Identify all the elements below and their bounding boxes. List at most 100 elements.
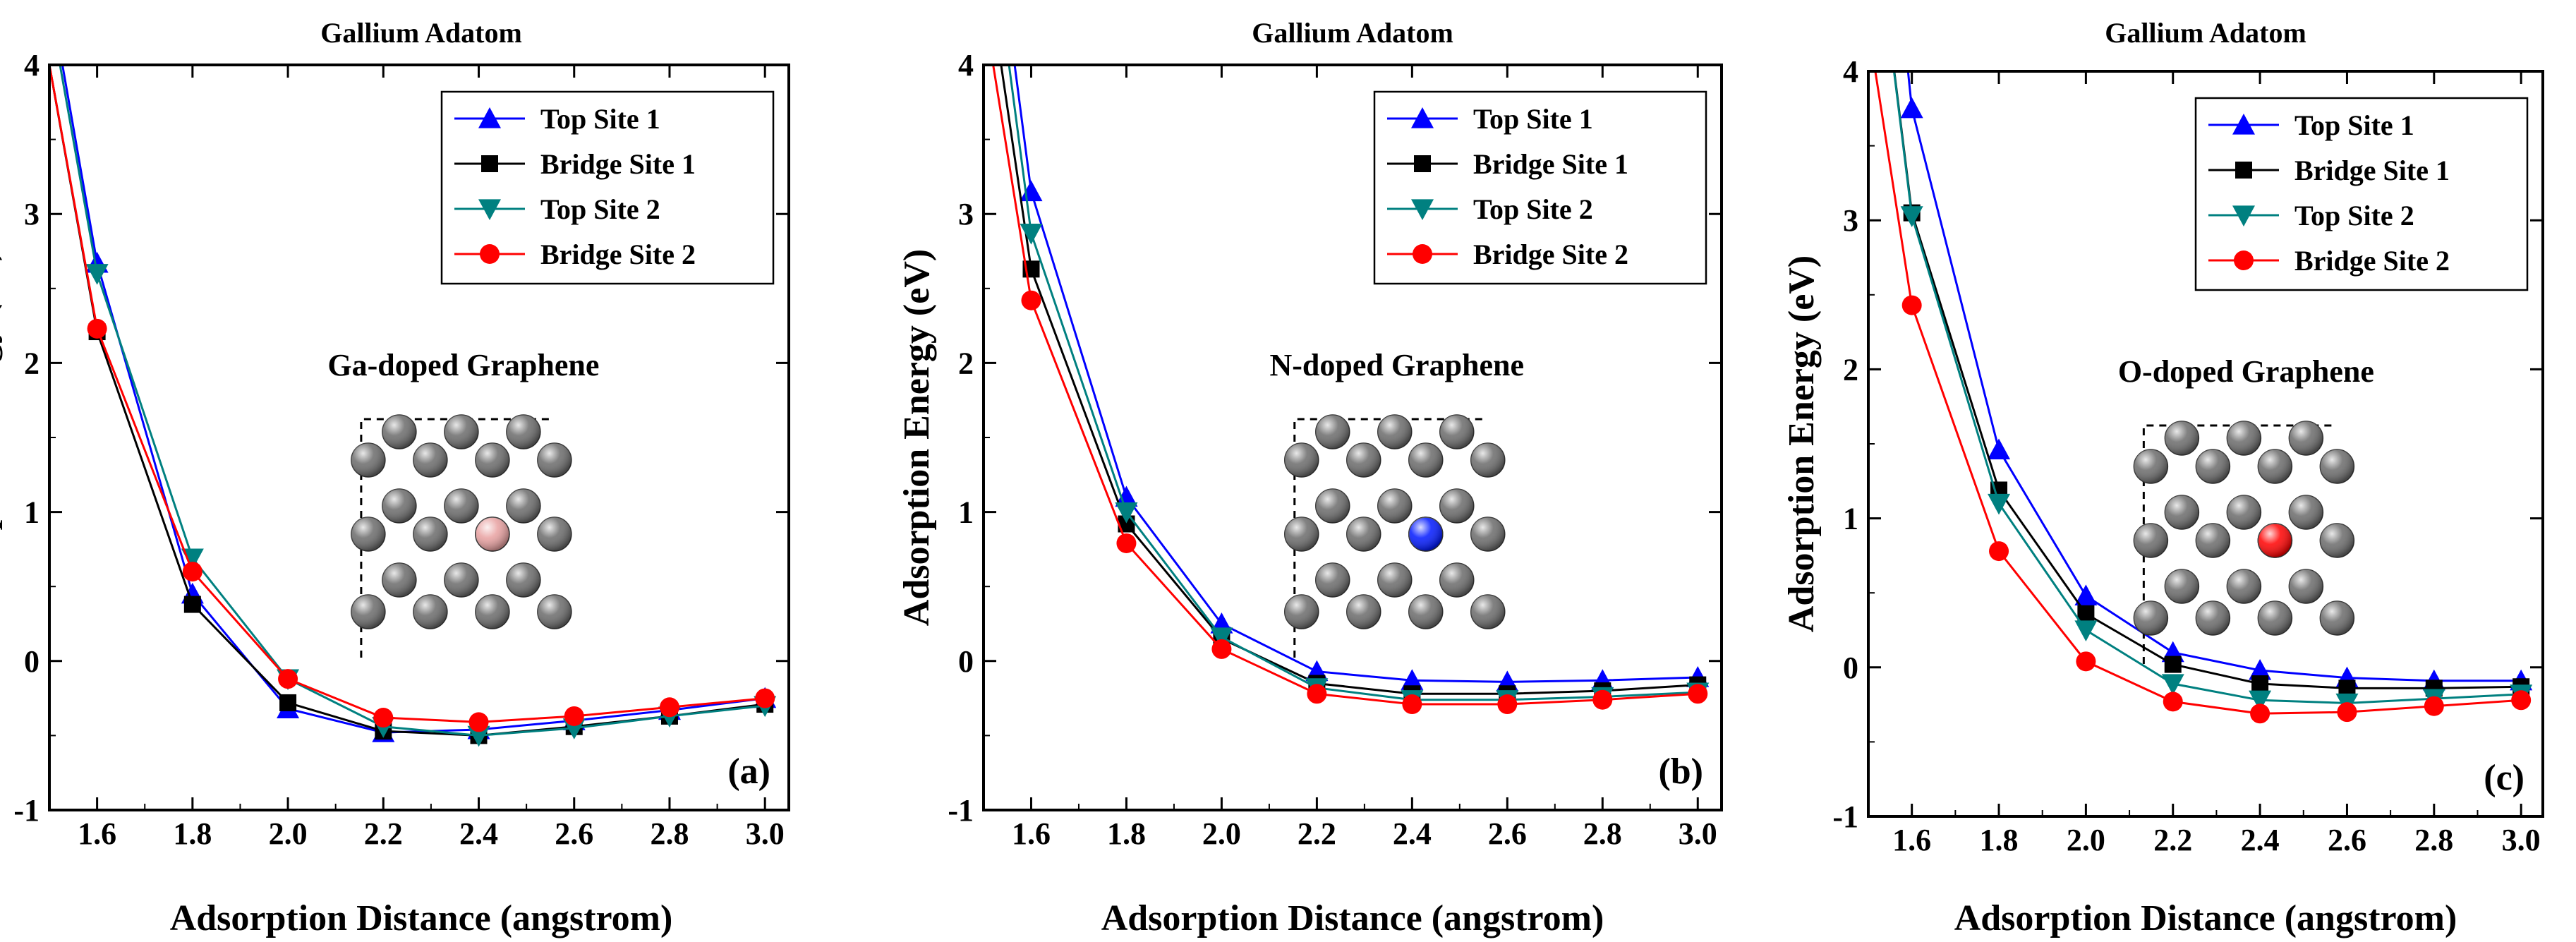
legend-marker (1411, 107, 1434, 128)
x-tick-label: 3.0 (2502, 823, 2541, 857)
carbon-atom-shading (537, 443, 572, 477)
x-axis-label: Adsorption Distance (angstrom) (1954, 898, 2457, 938)
carbon-atom-shading (382, 415, 416, 449)
carbon-atom-shading (1284, 595, 1319, 629)
dopant-atom-shading (475, 517, 509, 551)
carbon-atom-shading (506, 489, 540, 523)
carbon-atom-shading (1439, 415, 1474, 449)
inset-label: N-doped Graphene (1269, 348, 1524, 382)
legend-label: Bridge Site 2 (1473, 238, 1628, 270)
data-point (1020, 224, 1043, 245)
data-point (85, 264, 109, 285)
legend-label: Bridge Site 1 (540, 148, 696, 180)
carbon-atom-shading (1408, 443, 1443, 477)
data-point (2249, 690, 2272, 712)
legend-marker (478, 199, 501, 220)
x-tick-label: 1.8 (173, 816, 212, 851)
x-tick-label: 3.0 (746, 816, 785, 851)
y-tick-label: 0 (24, 644, 40, 679)
data-point (1115, 485, 1138, 507)
carbon-atom-shading (2134, 524, 2168, 557)
carbon-atom-shading (537, 517, 572, 551)
carbon-atom-shading (382, 489, 416, 523)
legend-marker (2234, 250, 2254, 270)
carbon-atom-shading (1377, 489, 1412, 523)
y-tick-label: 1 (958, 495, 974, 530)
carbon-atom-shading (1408, 595, 1443, 629)
data-point (1989, 541, 2009, 562)
y-tick-label: 0 (1843, 651, 1858, 685)
carbon-atom-shading (1346, 517, 1381, 551)
y-tick-label: 2 (1843, 352, 1858, 387)
data-point (2074, 620, 2098, 641)
data-point (1988, 493, 2011, 515)
data-point (373, 708, 394, 728)
carbon-atom-shading (413, 517, 447, 551)
y-tick-label: 1 (24, 495, 40, 530)
carbon-atom-shading (351, 517, 385, 551)
x-tick-label: 1.6 (1892, 823, 1931, 857)
carbon-atom-shading (2165, 421, 2199, 455)
data-point (1497, 694, 1518, 715)
x-tick-label: 1.8 (1107, 816, 1146, 851)
y-axis-label: Adsorption Energy (eV) (897, 249, 937, 626)
carbon-atom-shading (2227, 569, 2261, 603)
x-tick-label: 1.6 (78, 816, 116, 851)
legend-marker (478, 107, 501, 128)
carbon-atom-shading (351, 595, 385, 629)
panel-label: (a) (727, 751, 770, 792)
data-point (2250, 704, 2270, 724)
dopant-atom-shading (1408, 517, 1443, 551)
data-point (1211, 639, 1232, 659)
data-point (183, 596, 201, 613)
x-tick-label: 2.8 (2414, 823, 2453, 857)
data-point (468, 712, 489, 732)
panel-label: (c) (2484, 758, 2524, 798)
carbon-atom-shading (475, 443, 509, 477)
carbon-atom-shading (2227, 421, 2261, 455)
data-point (2251, 675, 2269, 693)
series-top-site-2 (1892, 71, 2533, 715)
carbon-atom-shading (1284, 443, 1319, 477)
chart-title: Gallium Adatom (320, 17, 522, 49)
carbon-atom-shading (475, 595, 509, 629)
data-point (2077, 605, 2095, 622)
y-tick-label: 3 (958, 197, 974, 231)
carbon-atom-shading (351, 443, 385, 477)
x-tick-label: 1.8 (1980, 823, 2019, 857)
carbon-atom-shading (2196, 449, 2230, 483)
x-tick-label: 2.0 (269, 816, 308, 851)
dopant-atom-shading (2258, 524, 2292, 557)
carbon-atom-shading (2258, 601, 2292, 635)
legend-marker (1411, 199, 1434, 220)
data-point (2161, 674, 2184, 696)
carbon-atom-shading (2320, 449, 2354, 483)
data-point (1307, 684, 1327, 704)
carbon-atom-shading (2289, 569, 2323, 603)
carbon-atom-shading (506, 563, 540, 597)
x-tick-label: 2.8 (650, 816, 689, 851)
carbon-atom-shading (2165, 495, 2199, 529)
legend-marker (1413, 244, 1432, 264)
carbon-atom-shading (1439, 563, 1474, 597)
x-tick-label: 2.4 (1393, 816, 1432, 851)
x-tick-label: 2.6 (2328, 823, 2366, 857)
carbon-atom-shading (413, 595, 447, 629)
legend-label: Bridge Site 1 (1473, 148, 1628, 180)
carbon-atom-shading (2134, 449, 2168, 483)
legend-label: Bridge Site 1 (2294, 155, 2450, 186)
carbon-atom-shading (1315, 563, 1350, 597)
legend-label: Top Site 2 (2294, 200, 2414, 231)
panel-c: Gallium Adatom 1.6 1.8 2.0 2.2 2.4 2.6 2.8 3.0 -1… (1782, 17, 2544, 938)
series-bridge-site-2 (992, 65, 1708, 715)
legend-label: Top Site 2 (540, 193, 660, 225)
carbon-atom-shading (1284, 517, 1319, 551)
legend-marker (481, 155, 498, 172)
carbon-atom-shading (1470, 595, 1505, 629)
x-tick-label: 2.4 (2241, 823, 2280, 857)
y-tick-label: 1 (1843, 502, 1858, 536)
carbon-atom-shading (1470, 443, 1505, 477)
carbon-atom-shading (537, 595, 572, 629)
data-point (278, 669, 298, 689)
